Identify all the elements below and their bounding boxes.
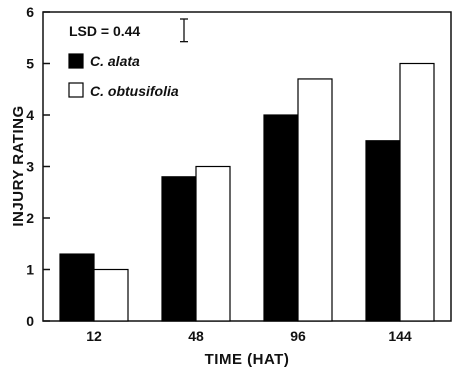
bars (59, 62, 435, 322)
y-tick-label: 5 (26, 56, 34, 72)
y-tick-label: 2 (26, 210, 34, 226)
x-tick-label: 144 (388, 328, 412, 344)
legend-swatch-c-obtusifolia (68, 82, 84, 98)
y-tick-label: 0 (26, 313, 34, 329)
y-tick-label: 1 (26, 262, 34, 278)
legend-label-c-alata: C. alata (90, 53, 140, 69)
x-axis: 12 48 96 144 (86, 315, 412, 344)
legend: LSD = 0.44 C. alata C. obtusifolia (68, 18, 188, 99)
bar-c-alata-144 (365, 140, 401, 322)
lsd-error-bar (180, 18, 188, 43)
y-tick-label: 3 (26, 159, 34, 175)
bar-c-obtusifolia-48 (195, 165, 231, 322)
x-axis-title: TIME (HAT) (205, 351, 290, 368)
y-tick-label: 6 (26, 4, 34, 20)
bar-c-alata-48 (161, 176, 197, 322)
lsd-label: LSD = 0.44 (69, 23, 140, 39)
y-axis-title: INJURY RATING (10, 105, 27, 226)
x-tick-label: 96 (290, 328, 306, 344)
bar-c-obtusifolia-96 (297, 78, 333, 322)
bar-c-alata-12 (59, 253, 95, 322)
legend-label-c-obtusifolia: C. obtusifolia (90, 83, 179, 99)
bar-c-obtusifolia-12 (93, 268, 129, 322)
x-tick-label: 12 (86, 328, 102, 344)
bar-c-alata-96 (263, 114, 299, 322)
x-tick-label: 48 (188, 328, 204, 344)
y-tick-label: 4 (26, 107, 34, 123)
bar-c-obtusifolia-144 (399, 62, 435, 322)
y-axis: 0 1 2 3 4 5 6 (26, 4, 50, 329)
legend-swatch-c-alata (68, 53, 84, 69)
